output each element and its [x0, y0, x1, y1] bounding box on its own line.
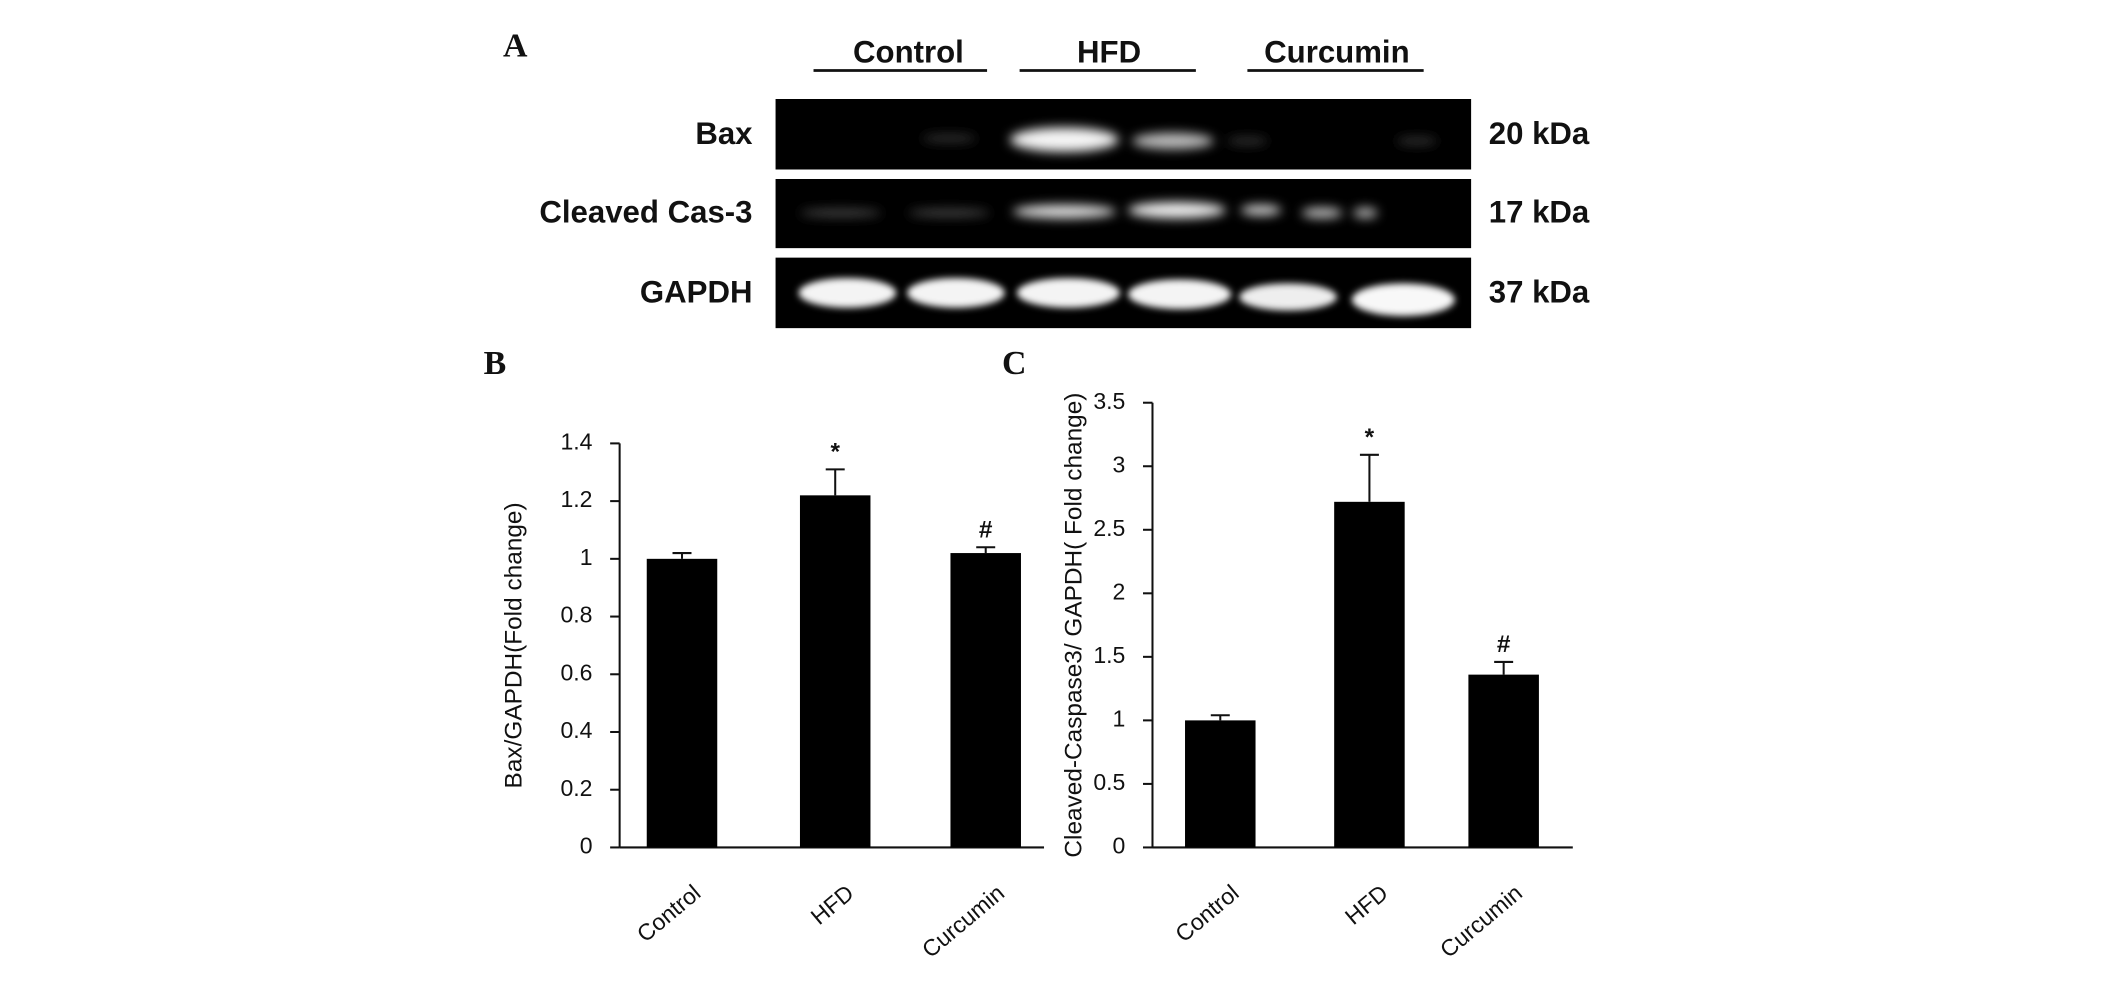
panel-label: A — [503, 28, 528, 65]
y-axis-label: Bax/GAPDH(Fold change) — [501, 502, 528, 788]
annotation: * — [830, 439, 840, 466]
x-tick-label: HFD — [806, 879, 859, 929]
blot — [775, 99, 1472, 329]
group-label: HFD — [1077, 34, 1141, 69]
panel-label: B — [484, 345, 507, 382]
blot-strip — [775, 99, 1472, 170]
x-tick-label: Curcumin — [917, 879, 1009, 962]
y-axis-label: Cleaved-Caspase3/ GAPDH( Fold change) — [1061, 393, 1088, 858]
annotation: * — [1365, 424, 1375, 451]
gapdh-bands — [798, 277, 1455, 316]
panel-label: C — [1002, 345, 1026, 382]
annotation: # — [979, 516, 993, 543]
y-tick-label: 0.2 — [560, 775, 592, 801]
y-tick-label: 0 — [580, 833, 593, 859]
bar — [1468, 674, 1539, 848]
x-tick-label: Curcumin — [1435, 879, 1527, 962]
bands — [799, 127, 1438, 219]
y-tick-label: 3.5 — [1093, 388, 1125, 414]
size-label: 20 kDa — [1489, 116, 1590, 151]
bar — [950, 553, 1021, 848]
bar — [799, 495, 871, 848]
x-tick-label: HFD — [1340, 879, 1393, 929]
bar — [646, 558, 718, 848]
row-label: Bax — [695, 116, 753, 151]
y-tick-label: 1.2 — [560, 486, 592, 512]
size-label: 17 kDa — [1489, 194, 1590, 229]
y-tick-label: 2 — [1113, 578, 1126, 604]
y-tick-label: 1.4 — [560, 428, 592, 454]
group-label: Curcumin — [1264, 34, 1409, 69]
y-tick-label: 0.6 — [560, 659, 592, 685]
y-tick-label: 3 — [1113, 451, 1126, 477]
x-tick-label: Control — [1170, 879, 1244, 947]
annotation: # — [1497, 631, 1511, 658]
y-tick-label: 0.8 — [560, 602, 592, 628]
y-tick-label: 1 — [580, 544, 593, 570]
bar — [1185, 720, 1256, 848]
y-tick-label: 2.5 — [1093, 515, 1125, 541]
group-labels: Control HFD Curcumin — [813, 34, 1424, 72]
x-tick-label: Control — [632, 879, 706, 947]
y-tick-label: 0.4 — [560, 717, 592, 743]
row-label: Cleaved Cas-3 — [539, 194, 752, 229]
bar — [1334, 501, 1405, 848]
y-tick-label: 1.5 — [1093, 642, 1125, 668]
y-tick-label: 0 — [1113, 833, 1126, 859]
y-tick-label: 0.5 — [1093, 769, 1125, 795]
y-tick-label: 1 — [1113, 705, 1126, 731]
row-label: GAPDH — [640, 274, 753, 309]
group-label: Control — [853, 34, 964, 69]
size-label: 37 kDa — [1489, 274, 1590, 309]
row-labels: Bax Cleaved Cas-3 GAPDH 20 kDa 17 kDa 37… — [539, 116, 1590, 310]
